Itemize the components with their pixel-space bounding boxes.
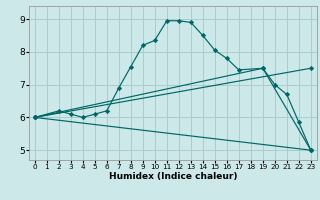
X-axis label: Humidex (Indice chaleur): Humidex (Indice chaleur) (108, 172, 237, 181)
